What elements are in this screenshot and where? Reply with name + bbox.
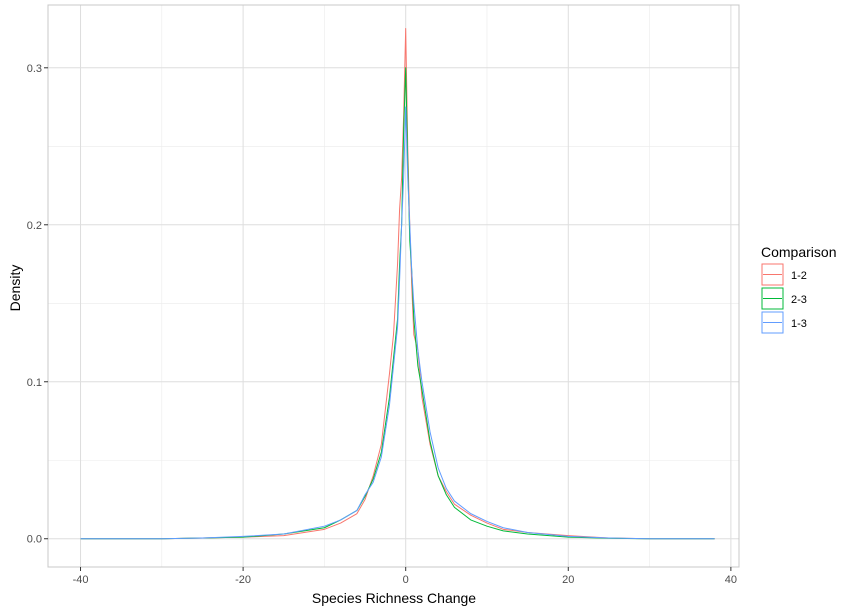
y-tick-label: 0.2 [27,220,42,232]
series-line-1-2 [80,28,715,540]
x-tick-label: 40 [725,574,737,586]
y-axis-ticks: 0.0 0.1 0.2 0.3 [27,63,48,546]
legend-label-2-3: 2-3 [791,294,807,306]
x-axis-title: Species Richness Change [312,590,476,606]
legend: 1-2 2-3 1-3 [761,263,807,334]
y-tick-label: 0.3 [27,63,42,75]
x-tick-label: -40 [73,574,89,586]
x-axis-ticks: -40 -20 0 20 40 [73,567,737,586]
x-tick-label: -20 [235,574,251,586]
series-line-1-3 [80,106,715,540]
legend-label-1-3: 1-3 [791,318,807,330]
y-axis-title: Density [7,265,23,312]
plot-panel-border [47,4,740,568]
series-lines [80,28,715,540]
legend-label-1-2: 1-2 [791,270,807,282]
legend-title: Comparison [761,244,836,260]
x-tick-label: 20 [562,574,574,586]
minor-gridlines [48,5,739,567]
x-tick-label: 0 [403,574,409,586]
y-tick-label: 0.1 [27,377,42,389]
y-tick-label: 0.0 [27,534,42,546]
